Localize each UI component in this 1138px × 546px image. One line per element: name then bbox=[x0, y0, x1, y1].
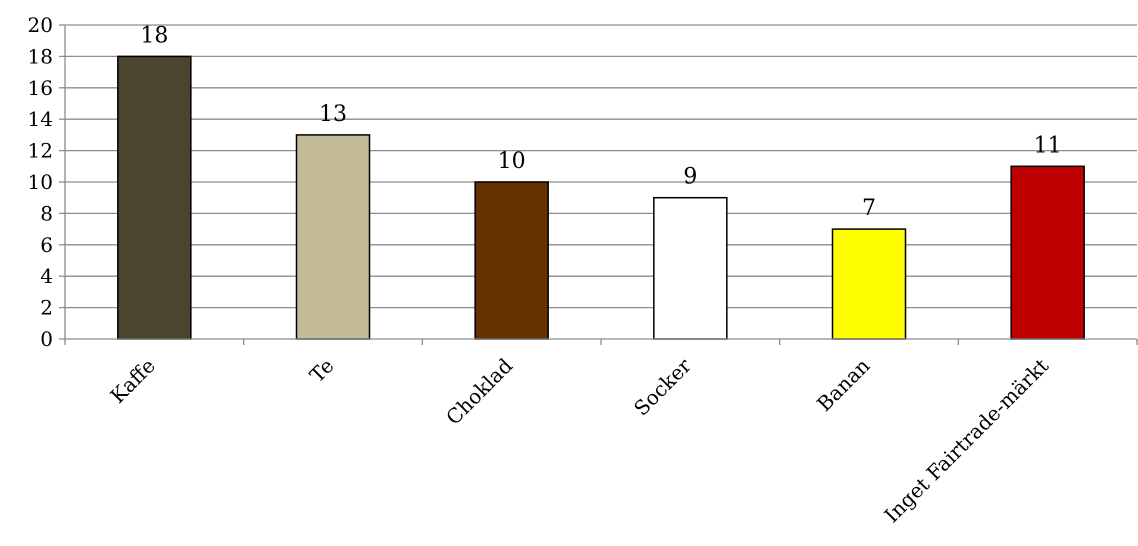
gridlines bbox=[65, 24, 1137, 309]
y-tick-label: 10 bbox=[28, 170, 53, 194]
bars bbox=[117, 55, 1085, 340]
category-label: Te bbox=[305, 354, 339, 388]
bar-kaffe bbox=[117, 55, 192, 340]
bar-inget-fairtrade-m-rkt bbox=[1010, 165, 1085, 340]
category-label: Inget Fairtrade-märkt bbox=[879, 354, 1053, 528]
y-tick-label: 16 bbox=[28, 76, 53, 100]
y-tick-label: 12 bbox=[28, 139, 53, 163]
bar-te bbox=[295, 134, 371, 340]
data-label: 9 bbox=[683, 165, 697, 190]
y-tick-label: 4 bbox=[40, 264, 53, 288]
data-labels: 18 13 10 9 7 11 bbox=[140, 23, 1061, 221]
data-label: 18 bbox=[140, 23, 168, 48]
bar-banan bbox=[831, 228, 907, 340]
category-label: Choklad bbox=[441, 353, 517, 429]
category-label: Kaffe bbox=[105, 354, 159, 408]
axes bbox=[59, 24, 1138, 345]
data-label: 11 bbox=[1034, 133, 1062, 158]
category-label: Socker bbox=[629, 353, 696, 420]
y-tick-label: 20 bbox=[28, 13, 53, 37]
bar-socker bbox=[653, 196, 728, 340]
y-tick-label: 6 bbox=[40, 233, 53, 257]
category-label: Banan bbox=[812, 353, 875, 416]
y-tick-label: 0 bbox=[40, 327, 53, 351]
y-tick-label: 2 bbox=[40, 296, 53, 320]
category-labels: Kaffe Te Choklad Socker Banan Inget Fairtrade… bbox=[105, 353, 1053, 527]
bar-choklad bbox=[474, 181, 549, 340]
data-label: 13 bbox=[319, 102, 347, 127]
y-tick-label: 14 bbox=[28, 107, 53, 131]
y-tick-labels: 0 2 4 6 8 10 12 14 16 18 20 bbox=[28, 13, 53, 351]
y-tick-label: 18 bbox=[28, 44, 53, 68]
y-tick-label: 8 bbox=[40, 201, 53, 225]
data-label: 10 bbox=[498, 149, 526, 174]
data-label: 7 bbox=[862, 196, 876, 221]
